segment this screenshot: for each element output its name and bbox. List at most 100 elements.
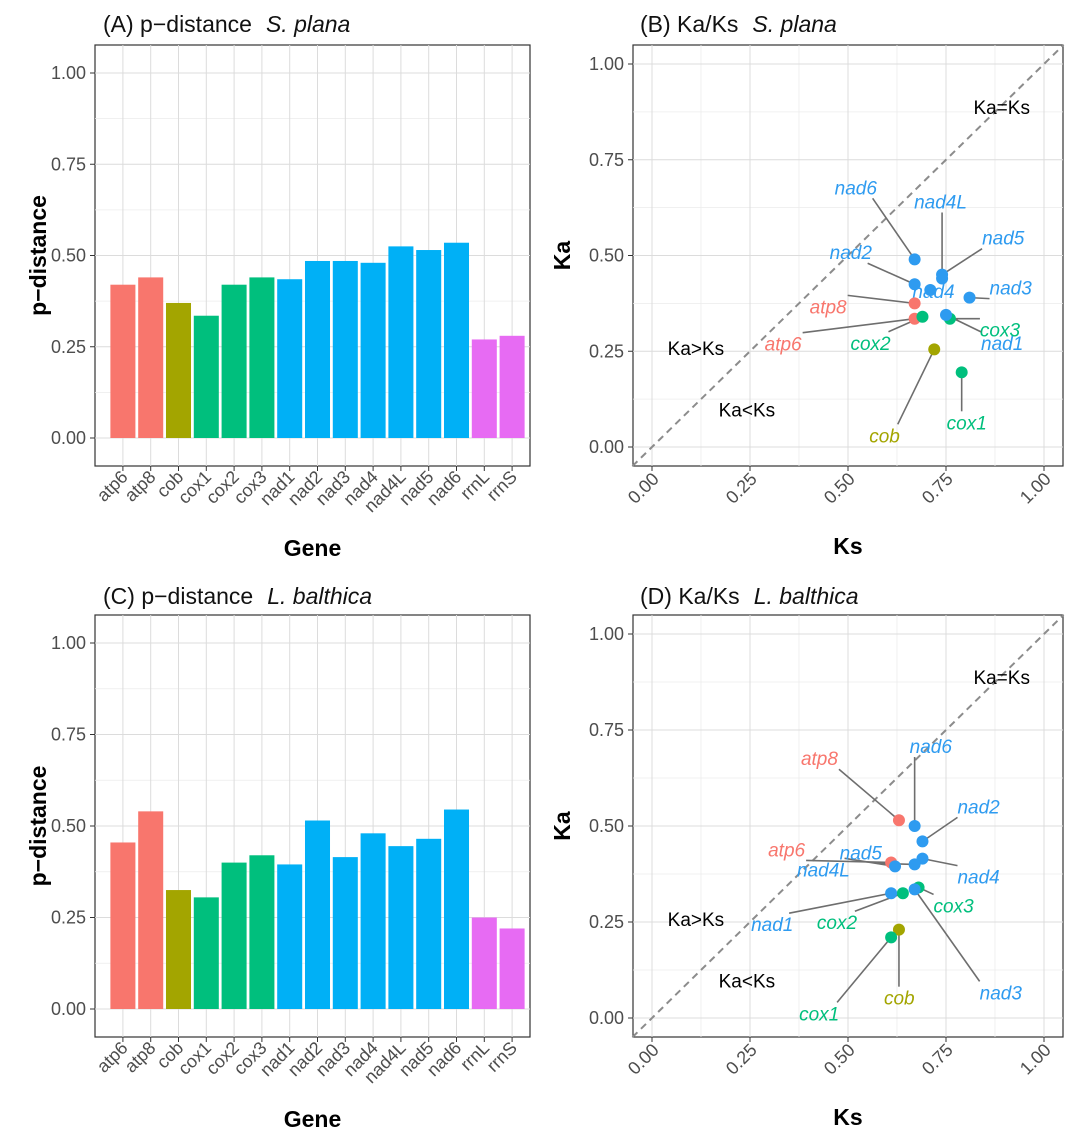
point-cox2: [916, 310, 929, 323]
point-label-nad3: nad3: [990, 279, 1033, 300]
point-label-nad5: nad5: [840, 843, 883, 864]
bar-atp6: [110, 842, 136, 1009]
bar-nad4: [360, 833, 386, 1009]
x-axis-title: Ks: [833, 1104, 862, 1130]
region-label-above: Ka>Ks: [668, 339, 725, 360]
bar-nad1: [277, 864, 303, 1009]
point-label-nad4L: nad4L: [914, 192, 967, 213]
y-tick-label: 0.25: [51, 908, 86, 928]
title-prefix: (D) Ka/Ks: [640, 583, 740, 609]
bar-nad3: [332, 260, 358, 438]
y-tick-label: 0.50: [51, 246, 86, 266]
y-tick-label: 1.00: [589, 54, 624, 74]
bar-nad2: [304, 260, 331, 438]
y-tick-label: 0.25: [589, 341, 624, 361]
panel-D: (D) Ka/Ks L. balthica 0.00 0.25 0.50 0.75 1.00…: [549, 583, 1065, 1130]
leader-line: [847, 294, 915, 305]
bar-rrnL: [471, 917, 497, 1009]
title-prefix: (C) p−distance: [103, 583, 253, 609]
x-tick-label: 0.25: [722, 1040, 761, 1079]
point-nad6: [908, 253, 921, 266]
panel-title: (C) p−distance L. balthica: [103, 583, 372, 609]
point-label-nad6: nad6: [910, 737, 953, 758]
leader-line: [838, 768, 900, 821]
y-tick-label: 0.00: [589, 1008, 624, 1028]
point-label-cob: cob: [884, 989, 915, 1010]
title-species: L. balthica: [267, 583, 372, 609]
point-label-cox3: cox3: [934, 896, 975, 917]
y-axis-title: Ka: [549, 811, 575, 841]
leader-line: [867, 262, 915, 285]
title-species: S. plana: [266, 11, 350, 37]
point-nad5: [908, 858, 921, 871]
point-label-cob: cob: [869, 426, 900, 447]
point-label-nad1: nad1: [981, 334, 1023, 355]
bar-nad6: [443, 242, 470, 438]
point-label-nad3: nad3: [980, 983, 1023, 1004]
bar-nad5: [416, 250, 442, 438]
bar-nad1: [277, 279, 303, 438]
x-tick-label: 0.00: [624, 469, 663, 508]
y-tick-label: 0.75: [51, 154, 86, 174]
y-tick-label: 1.00: [51, 633, 86, 653]
point-label-nad4L: nad4L: [797, 860, 850, 881]
bar-cob: [165, 302, 192, 438]
y-tick-label: 0.75: [589, 150, 624, 170]
y-tick-label: 0.75: [51, 725, 86, 745]
x-tick-label: 0.00: [624, 1040, 663, 1079]
point-label-nad1: nad1: [751, 915, 793, 936]
bar-cox3: [249, 277, 275, 438]
point-nad3: [963, 291, 976, 304]
bar-cox2: [221, 284, 247, 438]
bar-atp6: [110, 284, 136, 438]
point-nad4: [924, 283, 937, 296]
x-tick-label: rrnS: [483, 1038, 521, 1076]
y-axis-title: Ka: [549, 241, 575, 271]
y-tick-label: 0.25: [589, 912, 624, 932]
x-tick-label: 0.50: [820, 469, 859, 508]
region-label-above: Ka>Ks: [668, 910, 725, 931]
point-label-nad6: nad6: [835, 178, 878, 199]
leader-line: [836, 936, 892, 1003]
region-label-below: Ka<Ks: [719, 971, 776, 992]
title-species: L. balthica: [754, 583, 859, 609]
leader-line: [913, 888, 981, 982]
title-prefix: (A) p−distance: [103, 11, 252, 37]
point-atp8: [908, 297, 921, 310]
x-axis-title: Gene: [284, 1106, 342, 1130]
title-species: S. plana: [752, 11, 836, 37]
x-tick-label: 0.75: [918, 469, 957, 508]
bar-rrnL: [471, 339, 497, 438]
y-tick-label: 0.75: [589, 720, 624, 740]
bar-nad4: [360, 262, 386, 438]
point-label-atp6: atp6: [765, 335, 802, 356]
bar-cob: [165, 890, 192, 1009]
bar-nad3: [332, 857, 358, 1009]
bar-nad6: [443, 809, 470, 1009]
point-cox1: [955, 366, 968, 379]
y-tick-label: 0.00: [589, 437, 624, 457]
point-label-atp8: atp8: [810, 297, 847, 318]
point-nad2: [908, 278, 921, 291]
bar-cox2: [221, 862, 247, 1009]
point-atp8: [892, 814, 905, 827]
y-tick-label: 1.00: [51, 63, 86, 83]
y-tick-label: 1.00: [589, 624, 624, 644]
region-label-below: Ka<Ks: [719, 400, 776, 421]
x-tick-label: 0.75: [918, 1040, 957, 1079]
y-tick-label: 0.00: [51, 999, 86, 1019]
point-label-atp8: atp8: [801, 749, 838, 770]
leader-line: [871, 197, 916, 260]
leader-line: [922, 816, 958, 843]
x-tick-label: 0.50: [820, 1040, 859, 1079]
bar-atp8: [138, 277, 164, 438]
panel-A: (A) p−distance S. plana 0.00 0.25 0.50 0.75 1.…: [25, 11, 531, 561]
y-tick-label: 0.50: [589, 246, 624, 266]
y-axis-title: p−distance: [25, 766, 51, 887]
leader-line: [806, 859, 892, 864]
point-nad3: [908, 883, 921, 896]
bar-nad2: [304, 820, 331, 1009]
panel-B: (B) Ka/Ks S. plana 0.00 0.25 0.50 0.75 1.00 0.0…: [549, 11, 1065, 559]
point-nad1: [885, 887, 898, 900]
leader-line: [802, 317, 915, 334]
